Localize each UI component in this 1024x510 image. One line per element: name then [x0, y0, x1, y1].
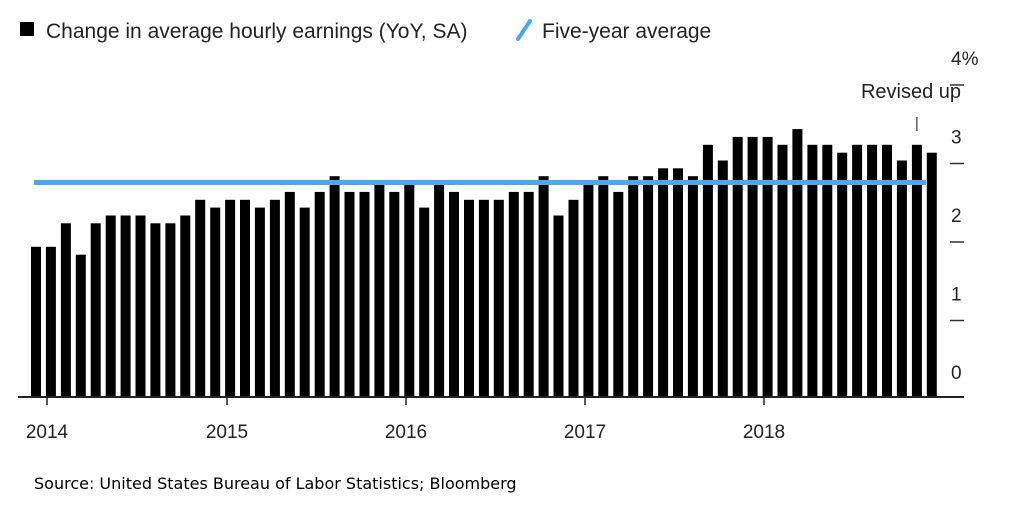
legend-label-earnings: Change in average hourly earnings (YoY, … [46, 20, 467, 43]
bar [598, 176, 609, 396]
bar [31, 246, 41, 396]
bar [60, 223, 71, 396]
source-note: Source: United States Bureau of Labor St… [34, 474, 517, 493]
bar [240, 199, 250, 397]
bar [75, 254, 86, 396]
bar [896, 160, 907, 396]
bar [210, 207, 221, 396]
bar [478, 199, 489, 397]
x-tick-label: 2016 [385, 422, 427, 443]
bar [523, 191, 534, 396]
bar [867, 144, 878, 396]
bar [911, 144, 922, 396]
y-tick-label: 1 [951, 285, 962, 306]
legend-swatch-average [516, 19, 532, 41]
bar [105, 215, 116, 396]
y-tick-label: 4% [951, 49, 979, 70]
bar [553, 215, 564, 396]
bar [837, 152, 848, 396]
bar [613, 191, 624, 396]
bar [359, 191, 370, 396]
bar [643, 176, 654, 396]
x-tick-label: 2014 [26, 422, 69, 443]
earnings-chart: Change in average hourly earnings (YoY, … [18, 19, 979, 443]
bars [31, 129, 937, 397]
y-tick-label: 0 [951, 363, 962, 384]
bar [284, 191, 295, 396]
bar [314, 191, 325, 396]
bar [374, 184, 385, 396]
bar [404, 184, 415, 396]
bar [165, 223, 176, 396]
bar [822, 144, 833, 396]
bar [717, 160, 728, 396]
bar [777, 144, 788, 396]
x-tick-label: 2018 [743, 422, 785, 443]
bar [673, 168, 683, 396]
bar [195, 199, 206, 397]
x-tick-label: 2017 [564, 422, 606, 443]
y-tick-label: 3 [951, 128, 962, 149]
bar [389, 191, 400, 396]
bar [120, 215, 131, 396]
bar [254, 207, 265, 396]
bar [225, 199, 236, 397]
bar [269, 199, 280, 397]
bar [583, 184, 594, 396]
bar [852, 144, 863, 396]
annotation-label: Revised up [861, 81, 961, 103]
bar [762, 136, 773, 396]
bar [135, 215, 146, 396]
bar [150, 223, 161, 396]
bar [732, 136, 743, 396]
bar [419, 207, 430, 396]
bar [687, 176, 698, 396]
bar [702, 144, 713, 396]
y-axis: 0 1 2 3 4% [950, 49, 979, 384]
bar [568, 199, 579, 397]
legend-label-average: Five-year average [542, 20, 711, 43]
overlay: Revised up [34, 81, 961, 185]
bar [493, 199, 504, 397]
legend: Change in average hourly earnings (YoY, … [20, 19, 711, 43]
bar [45, 246, 56, 396]
legend-swatch-earnings [20, 22, 34, 36]
bar [90, 223, 101, 396]
bar [329, 176, 340, 396]
bar [508, 191, 519, 396]
bar [180, 215, 191, 396]
bar [449, 191, 459, 396]
bar [658, 168, 669, 396]
bar [792, 129, 803, 396]
y-tick-label: 2 [951, 206, 962, 227]
bar [807, 144, 818, 396]
bar [926, 152, 937, 396]
bar [628, 176, 639, 396]
bar [299, 207, 310, 396]
x-axis: 2014 2015 2016 2017 2018 [18, 396, 964, 443]
bar [747, 136, 758, 396]
bar [464, 199, 474, 397]
bar [882, 144, 892, 396]
bar [344, 191, 355, 396]
bar [538, 176, 549, 396]
x-tick-label: 2015 [206, 422, 248, 443]
bar [434, 184, 445, 396]
